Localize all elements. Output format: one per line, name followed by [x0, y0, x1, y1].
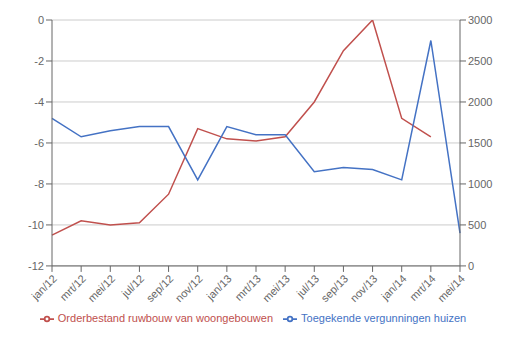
svg-text:mrt/13: mrt/13 [232, 272, 263, 303]
svg-text:0: 0 [468, 260, 474, 272]
svg-text:jan/13: jan/13 [203, 272, 233, 302]
svg-text:mei/12: mei/12 [85, 272, 117, 304]
svg-text:mei/13: mei/13 [260, 272, 292, 304]
svg-text:1000: 1000 [468, 178, 492, 190]
svg-text:-12: -12 [28, 260, 44, 272]
svg-text:-8: -8 [34, 178, 44, 190]
svg-text:mrt/12: mrt/12 [58, 272, 89, 303]
svg-text:jul/12: jul/12 [119, 272, 147, 300]
svg-text:mei/14: mei/14 [435, 272, 467, 304]
svg-text:3000: 3000 [468, 14, 492, 26]
svg-text:jan/14: jan/14 [378, 272, 408, 302]
html-text:Toegekende vergunningen huizen: Toegekende vergunningen huizen [301, 311, 467, 324]
svg-text:500: 500 [468, 219, 486, 231]
svg-text:sep/13: sep/13 [319, 272, 351, 304]
svg-text:2000: 2000 [468, 96, 492, 108]
svg-text:-2: -2 [34, 55, 44, 67]
svg-text:jan/12: jan/12 [29, 272, 59, 302]
svg-text:sep/12: sep/12 [144, 272, 176, 304]
svg-text:-4: -4 [34, 96, 44, 108]
svg-text:nov/12: nov/12 [173, 272, 205, 304]
svg-text:2500: 2500 [468, 55, 492, 67]
svg-text:nov/13: nov/13 [348, 272, 380, 304]
svg-text:-6: -6 [34, 137, 44, 149]
html-text:Orderbestand ruwbouw van woong: Orderbestand ruwbouw van woongebouwen [57, 311, 274, 324]
svg-text:0: 0 [38, 14, 44, 26]
svg-text:mrt/14: mrt/14 [407, 272, 438, 303]
svg-text:1500: 1500 [468, 137, 492, 149]
svg-text:-10: -10 [28, 219, 44, 231]
svg-text:jul/13: jul/13 [293, 272, 321, 300]
